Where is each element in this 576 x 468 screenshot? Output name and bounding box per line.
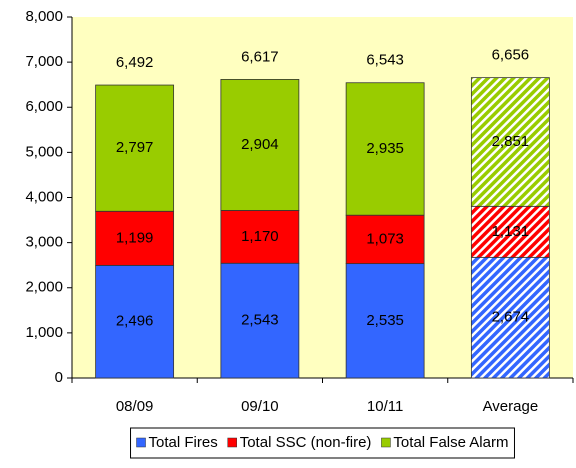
x-tick-label: 10/11 <box>367 398 403 415</box>
y-tick-label: 6,000 <box>25 98 63 115</box>
bar-segment <box>470 256 550 379</box>
bar-segment <box>95 210 175 266</box>
data-label: 2,851 <box>492 133 530 150</box>
data-label: 1,170 <box>241 228 279 245</box>
data-label: 1,131 <box>492 223 530 240</box>
bar-segment <box>345 82 425 216</box>
bar-segment <box>470 77 550 207</box>
total-label: 6,617 <box>241 48 279 65</box>
bar-segment <box>220 79 300 211</box>
x-tick-label: 09/10 <box>241 398 279 415</box>
legend-label: Total False Alarm <box>393 434 508 451</box>
bar-segment <box>345 214 425 265</box>
y-tick-label: 7,000 <box>25 53 63 70</box>
data-label: 2,674 <box>492 309 530 326</box>
y-tick-label: 4,000 <box>25 188 63 205</box>
bar-segment <box>220 210 300 264</box>
data-label: 2,797 <box>116 139 154 156</box>
legend-swatch <box>227 437 237 448</box>
data-label: 2,935 <box>366 140 404 157</box>
legend-label: Total SSC (non-fire) <box>240 434 372 451</box>
y-tick-label: 5,000 <box>25 143 63 160</box>
bar-segment <box>95 84 175 212</box>
y-tick-label: 1,000 <box>25 324 63 341</box>
y-tick-label: 8,000 <box>25 8 63 25</box>
y-tick-label: 3,000 <box>25 234 63 251</box>
legend-label: Total Fires <box>149 434 218 451</box>
y-tick-label: 0 <box>55 369 63 386</box>
data-label: 2,543 <box>241 312 279 329</box>
total-label: 6,656 <box>492 47 530 64</box>
data-label: 1,073 <box>366 230 404 247</box>
bar-segment <box>345 263 425 379</box>
data-label: 2,535 <box>366 312 404 329</box>
legend: Total Fires Total SSC (non-fire) Total Fal… <box>130 427 515 459</box>
x-tick-label: 08/09 <box>116 398 154 415</box>
total-label: 6,492 <box>116 54 154 71</box>
bar-segment <box>470 205 550 258</box>
legend-swatch <box>381 437 391 448</box>
y-tick-label: 2,000 <box>25 279 63 296</box>
data-label: 2,904 <box>241 136 279 153</box>
legend-box <box>130 427 515 459</box>
data-label: 1,199 <box>116 229 154 246</box>
total-label: 6,543 <box>366 52 404 69</box>
legend-swatch <box>136 437 146 448</box>
x-tick-label: Average <box>483 398 539 415</box>
data-label: 2,496 <box>116 313 154 330</box>
bar-segment <box>220 262 300 379</box>
